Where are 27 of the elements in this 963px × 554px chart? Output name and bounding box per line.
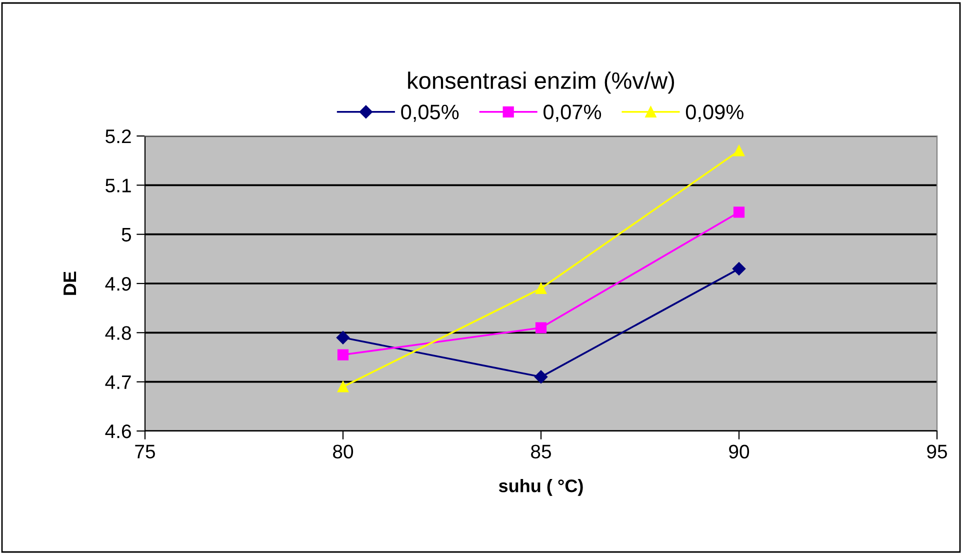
point <box>534 370 548 384</box>
legend-title: konsentrasi enzim (%v/w) <box>408 72 674 94</box>
point <box>337 349 349 360</box>
legend-label: 0,05% <box>401 104 459 122</box>
y-tick-label: 5 <box>122 228 131 242</box>
point <box>535 322 547 334</box>
y-tick-label: 5.2 <box>106 129 131 144</box>
x-axis-title: suhu ( °C) <box>498 478 583 496</box>
y-tick-label: 4.6 <box>105 424 131 438</box>
y-tick-label: 4.9 <box>105 276 131 291</box>
point <box>336 330 350 344</box>
legend-label: 0,07% <box>544 104 602 122</box>
x-tick-label: 90 <box>729 444 750 458</box>
legend-label: 0,09% <box>686 104 744 122</box>
x-tick-label: 85 <box>531 444 551 458</box>
x-tick-label: 80 <box>333 444 354 458</box>
point <box>535 282 547 294</box>
point <box>733 206 745 218</box>
x-tick-label: 95 <box>927 444 947 458</box>
y-tick-label: 4.8 <box>105 326 131 340</box>
y-tick-label: 5.1 <box>106 178 131 192</box>
point <box>733 145 745 156</box>
y-tick-label: 4.7 <box>105 376 131 389</box>
y-axis-title: DE <box>64 272 76 295</box>
point <box>732 262 746 276</box>
point <box>337 381 349 392</box>
x-tick-label: 75 <box>135 444 155 458</box>
